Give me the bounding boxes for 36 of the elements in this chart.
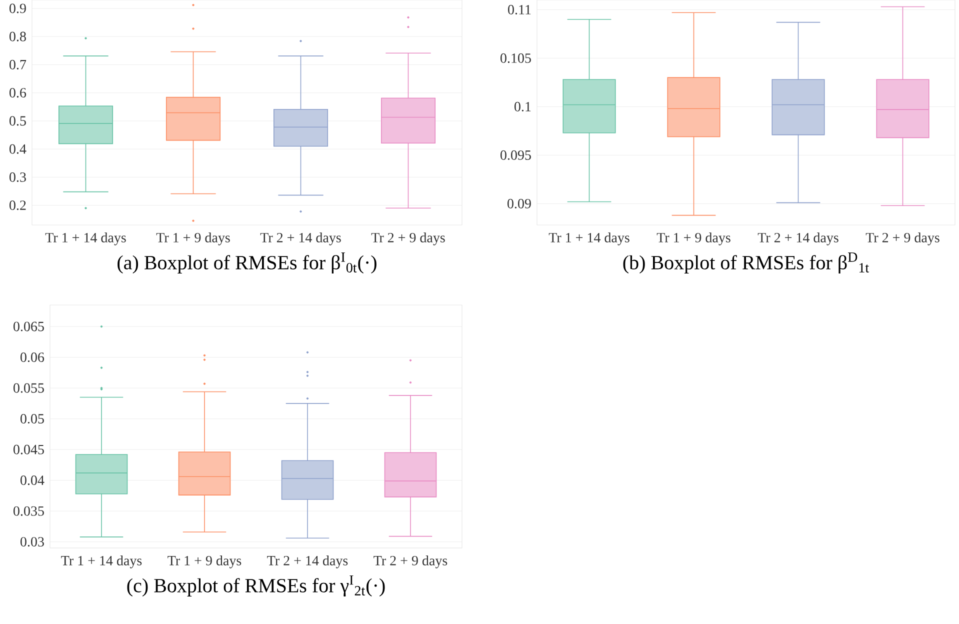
x-tick-label: Tr 1 + 9 days [156, 232, 230, 246]
y-tick-label: 0.7 [10, 60, 26, 70]
y-tick-label: 0.2 [10, 200, 26, 210]
y-tick-label: 0.4 [10, 144, 26, 154]
y-tick-label: 0.06 [20, 352, 44, 362]
x-tick-label: Tr 1 + 14 days [61, 556, 142, 568]
text: (c) Boxplot of RMSEs for γ$^{I}$$_{2t}$(·) [127, 576, 385, 596]
x-tick-label: Tr 2 + 9 days [371, 232, 445, 246]
x-tick-label: Tr 2 + 14 days [260, 232, 341, 246]
y-tick-label: 0.065 [14, 322, 44, 332]
y-tick-label: 0.09 [508, 198, 531, 208]
y-tick-label: 0.05 [20, 414, 44, 424]
y-tick-label: 0.095 [500, 150, 531, 160]
y-tick-label: 0.035 [14, 506, 44, 516]
y-tick-label: 0.055 [14, 383, 44, 393]
x-tick-label: Tr 2 + 14 days [758, 232, 838, 246]
y-tick-label: 0.045 [14, 444, 44, 454]
y-tick-label: 0.8 [10, 32, 26, 42]
y-tick-label: 0.9 [10, 4, 26, 14]
y-tick-label: 0.105 [500, 53, 531, 63]
x-tick-label: Tr 1 + 14 days [45, 232, 126, 246]
x-tick-label: Tr 1 + 14 days [548, 232, 630, 246]
y-tick-label: 0.3 [10, 172, 26, 182]
x-tick-label: Tr 2 + 9 days [866, 232, 940, 246]
y-tick-label: 0.11 [508, 4, 531, 14]
x-tick-label: Tr 2 + 14 days [267, 556, 348, 568]
x-tick-label: Tr 1 + 9 days [656, 232, 730, 246]
x-tick-label: Tr 1 + 9 days [168, 556, 242, 568]
text: (b) Boxplot of RMSEs for β$^{D}$1t [623, 252, 870, 274]
y-tick-label: 0.03 [20, 537, 44, 547]
text: (a) Boxplot of RMSEs for β$^{I}$$_{0t}$(·) [118, 252, 376, 274]
y-tick-label: 0.1 [514, 102, 531, 112]
x-tick-label: Tr 2 + 9 days [374, 556, 448, 568]
y-tick-label: 0.6 [10, 88, 26, 98]
y-tick-label: 0.04 [20, 476, 44, 486]
y-tick-label: 0.5 [10, 116, 26, 126]
